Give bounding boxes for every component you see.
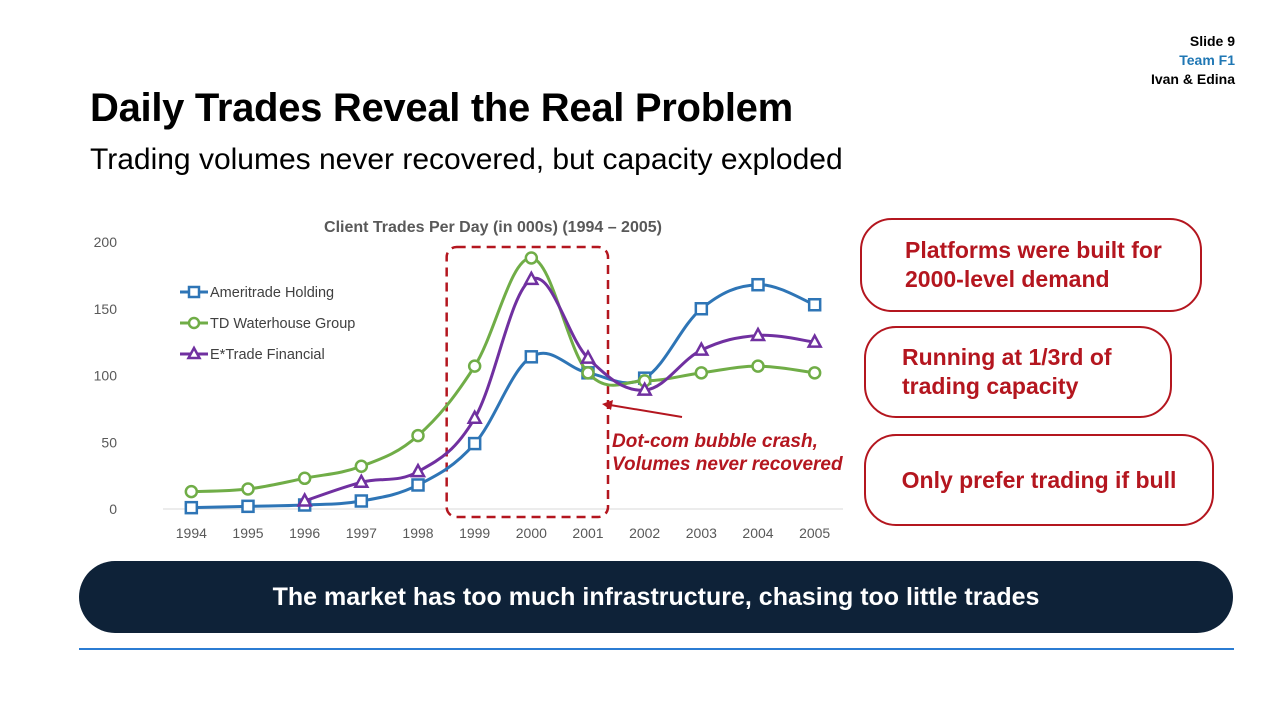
data-point-etrade [466, 409, 483, 424]
annotation-line2: Volumes never recovered [612, 454, 843, 475]
callout-capacity-line1: Running at 1/3rd of [902, 344, 1112, 370]
highlight-box [445, 245, 610, 519]
legend-marker [186, 345, 202, 360]
data-point-td-waterhouse [184, 484, 199, 499]
data-point-td-waterhouse [354, 459, 369, 474]
series-line-2 [304, 276, 815, 503]
data-point-etrade [296, 491, 313, 507]
annotation-arrow [609, 404, 683, 418]
x-tick-label: 2003 [686, 525, 717, 541]
data-point-etrade [806, 333, 823, 348]
data-point-td-waterhouse [581, 366, 595, 380]
page-subtitle: Trading volumes never recovered, but cap… [90, 143, 843, 176]
y-tick-label: 150 [94, 301, 118, 317]
data-point-td-waterhouse [524, 251, 539, 265]
legend-marker [187, 316, 201, 330]
callout-bull: Only prefer trading if bull [864, 434, 1214, 526]
data-point-ameritrade [411, 478, 425, 492]
data-point-ameritrade [807, 297, 822, 312]
data-point-td-waterhouse [751, 359, 765, 373]
annotation-arrowhead [602, 400, 613, 410]
x-tick-label: 2000 [516, 525, 547, 541]
data-point-etrade [579, 349, 597, 364]
y-tick-label: 200 [94, 234, 118, 250]
data-point-td-waterhouse [807, 366, 822, 380]
x-tick-label: 2002 [629, 525, 660, 541]
data-point-td-waterhouse [241, 482, 255, 496]
data-point-td-waterhouse [411, 428, 425, 443]
x-tick-label: 1999 [459, 525, 490, 541]
callout-bull-line1: Only prefer trading if bull [901, 466, 1177, 493]
callout-platforms-line2: 2000-level demand [905, 266, 1110, 292]
x-tick-label: 1994 [176, 525, 207, 541]
data-point-ameritrade [184, 500, 199, 515]
data-point-td-waterhouse [297, 471, 312, 486]
data-point-etrade [693, 341, 710, 356]
data-point-ameritrade [751, 277, 765, 292]
legend-label: E*Trade Financial [210, 347, 325, 363]
data-point-etrade [749, 326, 767, 342]
authors: Ivan & Edina [1150, 71, 1235, 87]
data-point-ameritrade [241, 499, 255, 514]
data-point-td-waterhouse [694, 366, 709, 380]
y-tick-label: 50 [101, 434, 117, 450]
data-point-etrade [636, 381, 653, 396]
data-point-ameritrade [524, 350, 539, 364]
chart-title: Client Trades Per Day (in 000s) (1994 – … [324, 219, 662, 236]
line-chart: Client Trades Per Day (in 000s) (1994 – … [94, 219, 843, 541]
x-tick-label: 2004 [742, 525, 773, 541]
data-point-etrade [353, 473, 370, 489]
data-point-etrade [523, 270, 540, 286]
x-tick-label: 1995 [232, 525, 263, 541]
x-tick-label: 1997 [346, 525, 377, 541]
callout-platforms-line1: Platforms were built for [905, 237, 1162, 263]
x-tick-label: 2005 [799, 525, 830, 541]
data-point-etrade [409, 462, 427, 478]
x-tick-label: 2001 [572, 525, 603, 541]
y-tick-label: 100 [94, 368, 118, 384]
footer-divider [79, 648, 1234, 650]
key-message-banner: The market has too much infrastructure, … [79, 561, 1233, 633]
data-point-ameritrade [467, 436, 482, 451]
y-tick-label: 0 [109, 501, 117, 517]
x-tick-label: 1998 [402, 525, 433, 541]
legend-label: Ameritrade Holding [210, 285, 334, 301]
data-point-td-waterhouse [467, 359, 482, 373]
annotation-line1: Dot-com bubble crash, [612, 431, 818, 452]
callout-platforms: Platforms were built for 2000-level dema… [860, 218, 1202, 312]
data-point-ameritrade [694, 302, 709, 316]
callout-capacity: Running at 1/3rd of trading capacity [864, 326, 1172, 418]
page-title: Daily Trades Reveal the Real Problem [90, 86, 793, 130]
data-point-ameritrade [354, 494, 369, 508]
legend-label: TD Waterhouse Group [210, 316, 355, 332]
slide-meta: Slide 9 Team F1 Ivan & Edina [1151, 32, 1235, 89]
team-name: Team F1 [1179, 52, 1235, 68]
x-tick-label: 1996 [289, 525, 320, 541]
slide-number: Slide 9 [1189, 33, 1235, 49]
legend-marker [187, 285, 201, 299]
callout-capacity-line2: trading capacity [902, 373, 1079, 399]
